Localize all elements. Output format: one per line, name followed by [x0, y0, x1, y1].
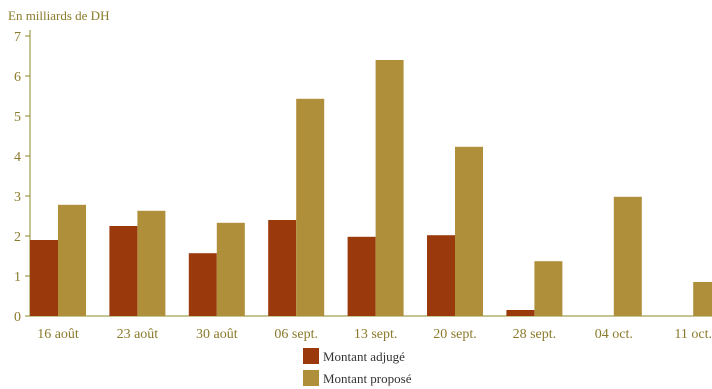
bar-adjuge [30, 240, 58, 316]
bar-propose [296, 98, 325, 316]
bar-propose [534, 261, 563, 316]
y-tick-label: 2 [14, 230, 21, 245]
bar-propose [613, 196, 642, 316]
y-tick-label: 7 [14, 30, 21, 45]
y-tick-label: 5 [14, 110, 21, 125]
x-tick-label: 20 sept. [433, 327, 477, 342]
y-axis-label: En milliards de DH [8, 8, 109, 23]
bar-adjuge [427, 235, 455, 316]
bar-adjuge [506, 310, 535, 316]
y-tick-label: 3 [14, 190, 21, 205]
bar-propose [216, 222, 245, 316]
bar-propose [455, 146, 483, 316]
bar-propose [137, 210, 166, 316]
y-tick-label: 6 [14, 70, 21, 85]
legend-label: Montant proposé [323, 371, 412, 386]
legend-label: Montant adjugé [323, 349, 405, 364]
legend-swatch [303, 348, 319, 364]
bar-propose [58, 204, 86, 316]
x-tick-label: 11 oct. [674, 327, 712, 342]
y-tick-label: 1 [14, 270, 21, 285]
bar-adjuge [188, 253, 217, 316]
legend-swatch [303, 370, 319, 386]
x-tick-label: 23 août [117, 327, 159, 342]
x-tick-label: 28 sept. [513, 327, 557, 342]
x-tick-label: 30 août [196, 327, 238, 342]
bar-adjuge [109, 226, 138, 316]
bars [30, 60, 712, 316]
bar-propose [375, 60, 404, 316]
x-tick-label: 04 oct. [595, 327, 633, 342]
bar-propose [693, 282, 712, 316]
x-tick-label: 06 sept. [274, 327, 318, 342]
x-tick-label: 13 sept. [354, 327, 398, 342]
x-tick-label: 16 août [37, 327, 79, 342]
y-axis: 0 1 2 3 4 5 6 7 [14, 30, 31, 325]
y-tick-label: 0 [14, 310, 21, 325]
bar-adjuge [268, 220, 297, 316]
x-axis: 16 août 23 août 30 août 06 sept. 13 sept. 20 … [30, 315, 712, 342]
y-tick-label: 4 [14, 150, 21, 165]
bar-adjuge [347, 236, 376, 316]
legend: Montant adjugé Montant proposé [303, 348, 412, 386]
